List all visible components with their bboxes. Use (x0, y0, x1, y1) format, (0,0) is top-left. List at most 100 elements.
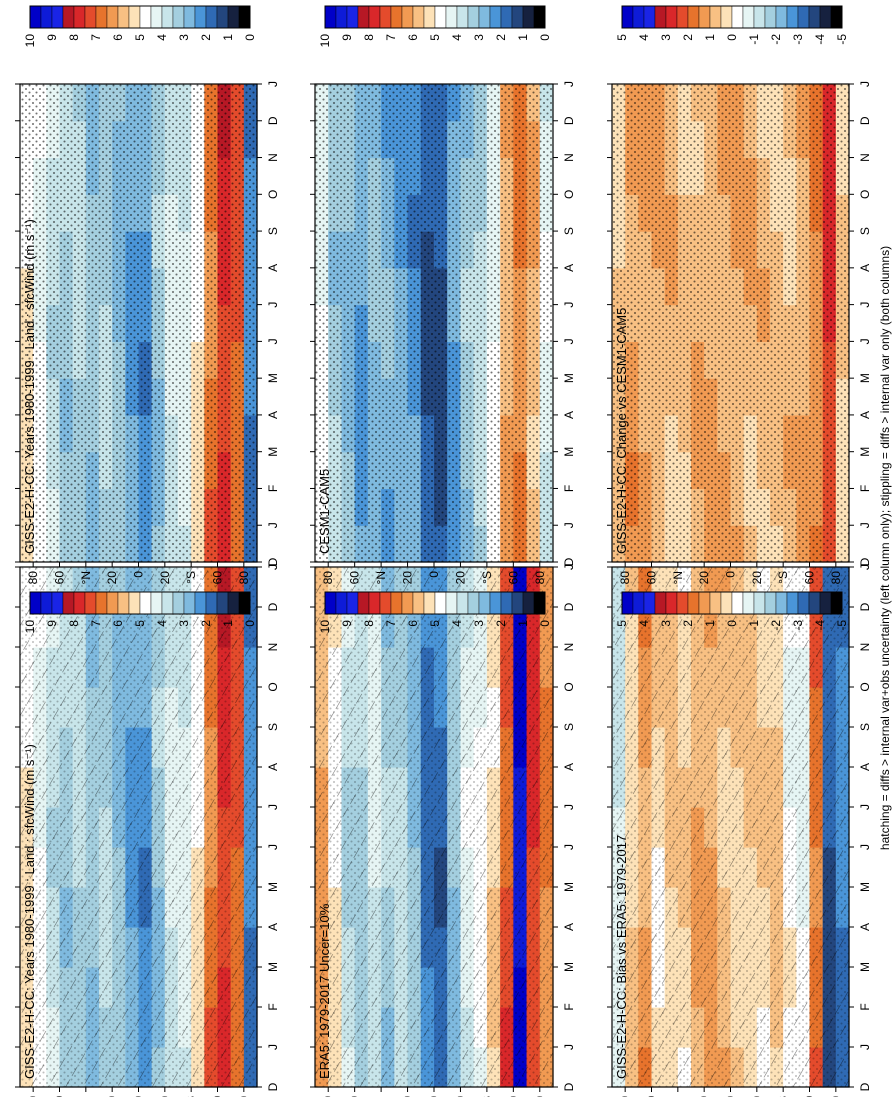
colorbar-swatch (238, 5, 251, 29)
colorbar: 5 4 3 2 1 0 -1 -2 -3 -4 -5 (615, 5, 849, 45)
colorbar-swatch (445, 591, 458, 615)
latitude-tick-label: 0 (132, 571, 146, 578)
latitude-tick-label: 60 (645, 1096, 659, 1097)
colorbar-swatch (643, 591, 656, 615)
colorbar-swatch (500, 591, 513, 615)
colorbar-tick-label: 0 (243, 34, 257, 41)
colorbar-swatch (819, 591, 832, 615)
colorbar-swatch (324, 591, 337, 615)
colorbar-swatch (731, 591, 744, 615)
colorbar-tick-label: 2 (681, 620, 695, 627)
latitude-tick-label: 80 (618, 1096, 632, 1097)
colorbar-tick-label: 5 (428, 620, 442, 627)
colorbar-tick-label: 0 (243, 620, 257, 627)
latitude-tick-label: 60 (211, 571, 225, 585)
colorbar-tick-label: 4 (637, 34, 651, 41)
colorbar-swatch (117, 5, 130, 29)
colorbar-swatch (742, 5, 755, 29)
month-tick-label: J (266, 564, 280, 570)
colorbar: 10 9 8 7 6 5 4 3 2 1 0 (318, 5, 552, 47)
month-tick-label: O (266, 682, 280, 691)
colorbar-swatch (194, 5, 207, 29)
panel-title: GISS-E2-H-CC: Years 1980-1999 : Land : s… (22, 744, 37, 1079)
month-tick-label: M (562, 447, 576, 457)
latitude-tick-label: 60 (645, 571, 659, 585)
colorbar-frame (324, 591, 546, 615)
colorbar-tick-label: 3 (472, 34, 486, 41)
colorbar-swatch (808, 591, 821, 615)
month-tick-label: J (266, 302, 280, 308)
month-tick-label: F (858, 485, 872, 492)
colorbar-swatch (106, 591, 119, 615)
latitude-tick-label: 60 (53, 1096, 67, 1097)
colorbar-swatch (368, 5, 381, 29)
colorbar-swatch (621, 5, 634, 29)
colorbar-swatch (709, 591, 722, 615)
colorbar-swatch (665, 5, 678, 29)
month-tick-label: M (858, 882, 872, 892)
colorbar-tick-label: 0 (538, 34, 552, 41)
stippling-overlay (612, 567, 849, 1087)
colorbar-tick-label: 0 (725, 620, 739, 627)
month-tick-label: O (858, 190, 872, 199)
colorbar-swatch (51, 5, 64, 29)
colorbar-swatch (819, 5, 832, 29)
colorbar-swatch (687, 5, 700, 29)
latitude-tick-label: 20 (158, 1096, 172, 1097)
colorbar-swatch (797, 591, 810, 615)
colorbar: 5 4 3 2 1 0 -1 -2 -3 -4 -5 (615, 591, 849, 631)
colorbar-swatch (533, 5, 546, 29)
month-tick-label: M (266, 882, 280, 892)
month-tick-label: J (562, 522, 576, 528)
colorbar-swatch (84, 5, 97, 29)
colorbar-swatch (764, 591, 777, 615)
stippling-overlay (20, 84, 257, 562)
month-tick-label: J (562, 1044, 576, 1050)
colorbar-tick-label: 3 (177, 620, 191, 627)
month-ticks: D J F M A M J J A S O N D J (607, 81, 872, 566)
month-tick-label: J (266, 522, 280, 528)
colorbar-swatch (676, 591, 689, 615)
colorbar-swatch (128, 5, 141, 29)
latitude-tick-label: 20 (697, 1096, 711, 1097)
latitude-tick-label: °N (79, 571, 93, 584)
colorbar-tick-label: -2 (769, 620, 783, 631)
colorbar-tick-label: 7 (89, 620, 103, 627)
colorbar-tick-label: 6 (406, 620, 420, 627)
month-tick-label: A (266, 763, 280, 771)
month-tick-label: J (266, 81, 280, 87)
colorbar: 10 9 8 7 6 5 4 3 2 1 0 (23, 5, 257, 48)
colorbar-swatch (808, 5, 821, 29)
month-ticks: D J F M A M J J A S O N D J (15, 81, 280, 566)
latitude-tick-label: 60 (803, 1096, 817, 1097)
colorbar-tick-label: 4 (155, 620, 169, 627)
colorbar-tick-label: 2 (199, 34, 213, 41)
colorbar-swatch (434, 5, 447, 29)
colorbar-tick-label: 1 (703, 34, 717, 41)
month-tick-label: A (562, 763, 576, 771)
month-tick-label: N (562, 153, 576, 162)
colorbar-tick-label: 2 (681, 34, 695, 41)
colorbar-tick-label: 3 (659, 34, 673, 41)
stippling-overlay (612, 84, 849, 562)
colorbar-swatch (720, 591, 733, 615)
latitude-tick-label: 60 (348, 571, 362, 585)
colorbar-swatch (84, 591, 97, 615)
month-tick-label: J (858, 564, 872, 570)
colorbar-tick-label: 5 (615, 34, 629, 41)
month-tick-label: J (858, 1044, 872, 1050)
colorbar-swatch (238, 591, 251, 615)
colorbar-swatch (500, 5, 513, 29)
month-tick-label: N (266, 153, 280, 162)
latitude-tick-label: 80 (237, 571, 251, 585)
colorbar-swatch (401, 591, 414, 615)
colorbar-swatch (423, 591, 436, 615)
month-ticks: D J F M A M J J A S O N D J (607, 564, 872, 1091)
stippling-overlay (315, 84, 553, 562)
colorbar-tick-label: 10 (23, 34, 37, 48)
colorbar-tick-label: 4 (637, 620, 651, 627)
